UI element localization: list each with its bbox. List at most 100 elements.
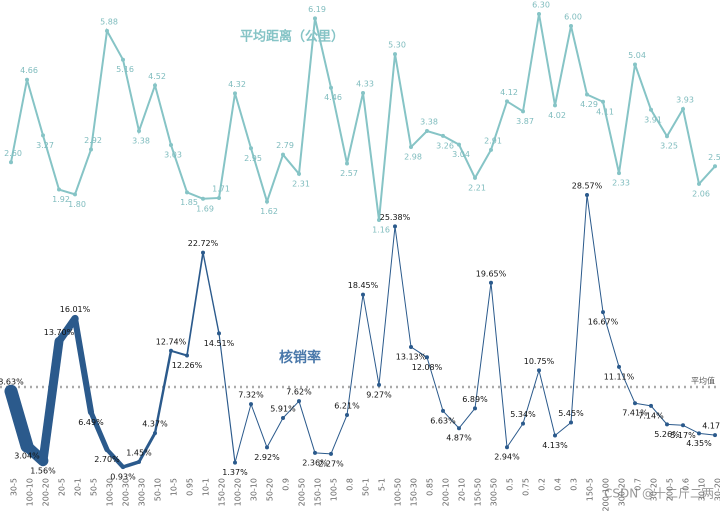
point <box>697 181 701 186</box>
line-segment <box>538 369 556 437</box>
value-label: 5.30 <box>388 41 406 50</box>
x-tick-label: 300-20 <box>618 478 627 506</box>
line-segment <box>698 432 716 436</box>
x-tick-label: 100-20 <box>234 478 243 506</box>
point <box>185 353 189 358</box>
line-segment <box>458 407 476 429</box>
point <box>281 415 285 420</box>
value-label: 12.74% <box>156 337 187 346</box>
value-label: 3.04% <box>14 452 40 461</box>
series-title: 核销率 <box>279 349 321 366</box>
value-label: 9.27% <box>366 390 392 399</box>
point <box>569 24 573 29</box>
x-tick-label: 0.4 <box>554 478 563 491</box>
value-label: 4.32 <box>228 80 246 89</box>
x-tick-label: 10-5 <box>170 478 179 496</box>
point <box>121 465 125 469</box>
line-segment <box>506 423 524 448</box>
line-segment <box>378 225 396 386</box>
point <box>265 199 269 204</box>
value-label: 16.67% <box>588 318 619 327</box>
x-tick-label: 150-20 <box>218 478 227 506</box>
value-label: 5.04 <box>628 51 646 60</box>
point <box>441 133 445 138</box>
value-label: 2.70% <box>94 455 120 464</box>
point <box>153 431 157 436</box>
point <box>105 447 109 452</box>
point <box>313 16 317 21</box>
x-tick-label: 50-1 <box>362 478 371 496</box>
value-label: 5.88 <box>100 17 118 26</box>
value-label: 2.21 <box>468 183 486 192</box>
value-label: 25.38% <box>380 213 411 222</box>
line-segment <box>650 405 668 425</box>
line-segment <box>362 294 380 386</box>
point <box>9 389 13 394</box>
value-label: 3.38 <box>420 118 438 127</box>
line-segment <box>218 332 236 464</box>
point <box>569 420 573 425</box>
point <box>281 152 285 157</box>
x-tick-label: 0.8 <box>346 478 355 491</box>
point <box>217 195 221 200</box>
value-label: 3.91 <box>644 115 662 124</box>
value-label: 1.37% <box>222 468 248 477</box>
x-tick-label: 200-30 <box>122 478 131 506</box>
value-label: 1.56% <box>30 466 56 475</box>
line-segment <box>586 194 604 313</box>
point <box>57 339 61 344</box>
x-tick-label: 50-20 <box>266 478 275 501</box>
point <box>393 224 397 229</box>
value-label: 18.45% <box>348 281 379 290</box>
value-label: 4.33 <box>356 79 374 88</box>
value-label: 2.92% <box>254 453 280 462</box>
point <box>617 364 621 369</box>
point <box>169 348 173 353</box>
x-tick-label: 30-20 <box>714 478 720 501</box>
value-label: 4.12 <box>500 88 518 97</box>
point <box>25 77 29 82</box>
value-label: 2.06 <box>692 189 710 198</box>
x-tick-label: 0.95 <box>186 478 195 496</box>
value-label: 5.16 <box>116 65 134 74</box>
x-tick-label: 5-1 <box>378 478 387 491</box>
value-label: 4.29 <box>580 100 598 109</box>
x-tick-label: 0.5 <box>506 478 515 491</box>
point <box>41 458 45 463</box>
value-label: 6.21% <box>334 402 360 411</box>
value-label: 10.75% <box>524 357 555 366</box>
x-tick-label: 150-30 <box>410 478 419 506</box>
line-segment <box>121 460 141 469</box>
point <box>457 142 461 147</box>
value-label: 1.71 <box>212 184 230 193</box>
point <box>681 106 685 111</box>
value-label: 2.57 <box>340 169 358 178</box>
point <box>105 28 109 33</box>
line-segment <box>490 282 508 448</box>
point <box>201 250 205 255</box>
x-tick-label: 30-5 <box>10 478 19 496</box>
value-label: 13.70% <box>44 328 75 337</box>
line-segment <box>250 403 268 448</box>
line-segment <box>137 431 157 464</box>
point <box>425 129 429 134</box>
point <box>249 402 253 407</box>
line-segment <box>314 452 332 455</box>
value-label: 3.25 <box>660 142 678 151</box>
value-label: 7.41% <box>622 409 648 418</box>
point <box>409 145 413 150</box>
x-tick-label: 100-50 <box>394 478 403 506</box>
value-label: 3.93 <box>676 95 694 104</box>
point <box>585 193 589 197</box>
x-tick-label: 0.7 <box>634 478 643 491</box>
point <box>505 445 509 450</box>
point <box>329 85 333 90</box>
point <box>249 146 253 151</box>
point <box>649 107 653 112</box>
value-label: 4.02 <box>548 111 566 120</box>
point <box>121 57 125 62</box>
point <box>185 190 189 195</box>
point <box>297 171 301 176</box>
point <box>409 344 413 349</box>
point <box>713 433 717 438</box>
